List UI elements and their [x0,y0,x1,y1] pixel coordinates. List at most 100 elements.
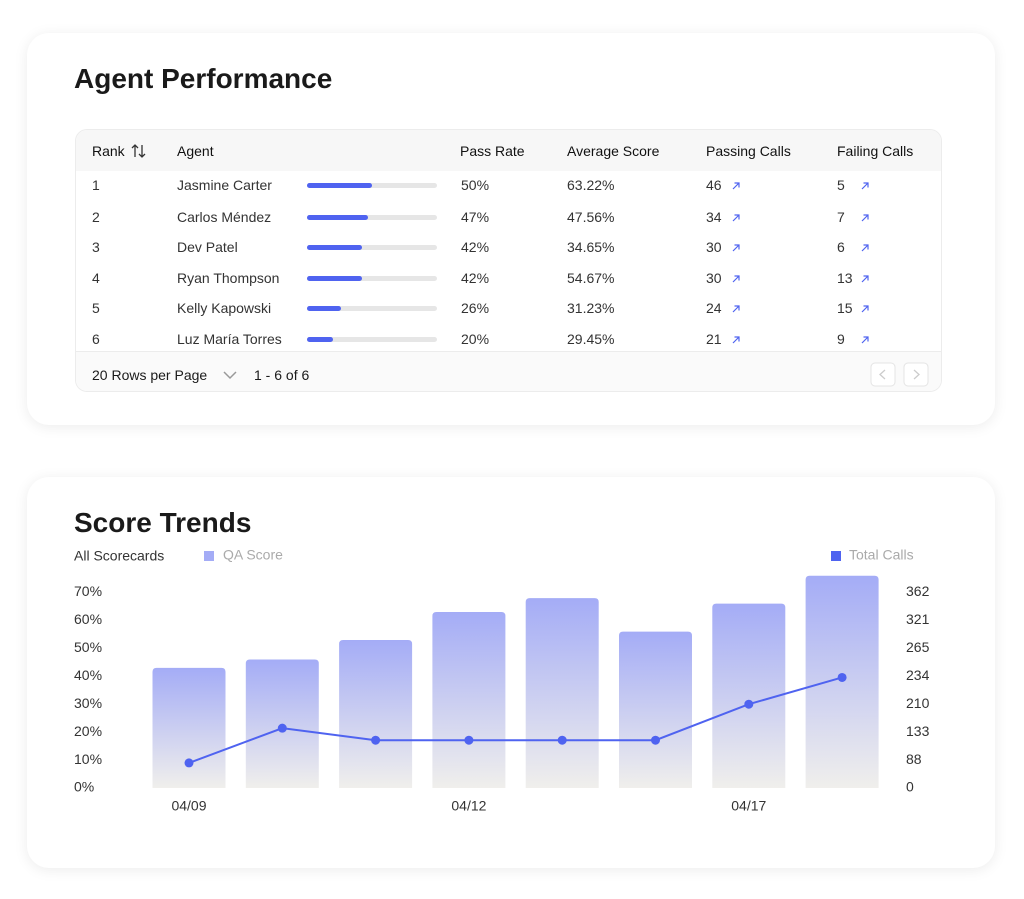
y-tick-label: 50% [74,639,102,655]
rank: 2 [92,209,100,225]
failing-calls: 6 [837,239,845,255]
pass-rate-track [307,183,437,188]
link-icon[interactable] [860,304,870,314]
y-tick-label: 40% [74,667,102,683]
column-header: Rank [92,143,125,159]
column-header: Agent [177,143,214,159]
legend-swatch [204,551,214,561]
page-range: 1 - 6 of 6 [254,367,310,383]
link-icon[interactable] [731,304,741,314]
bar [339,639,413,788]
rows-per-page[interactable]: 20 Rows per Page [92,367,208,383]
average-score: 63.22% [567,177,615,193]
bar [152,667,226,788]
agent-name: Dev Patel [177,239,238,255]
passing-calls: 30 [706,270,722,286]
link-icon[interactable] [731,181,741,191]
link-icon[interactable] [860,181,870,191]
pass-rate: 26% [461,300,490,316]
pass-rate-bar [307,337,333,342]
section-title: Agent Performance [74,63,333,94]
agent-name: Carlos Méndez [177,209,272,225]
filter-label[interactable]: All Scorecards [74,548,164,564]
line-point [744,699,754,709]
column-header: Failing Calls [837,143,914,159]
y-tick-label: 0% [74,779,94,795]
table-footer [76,351,941,391]
link-icon[interactable] [731,243,741,253]
agent-name: Jasmine Carter [177,177,272,193]
pass-rate-bar [307,306,341,311]
link-icon[interactable] [860,213,870,223]
pass-rate-track [307,306,437,311]
average-score: 54.67% [567,270,615,286]
average-score: 34.65% [567,239,615,255]
rank: 3 [92,239,100,255]
line-point [651,735,660,745]
bar [712,603,786,788]
line-point [557,735,567,745]
link-icon[interactable] [731,274,741,284]
next-button[interactable] [903,362,929,387]
y2-tick-label: 265 [906,639,930,655]
x-tick-label: 04/17 [731,798,766,814]
average-score: 31.23% [567,300,615,316]
pass-rate: 42% [461,270,490,286]
passing-calls: 34 [706,209,722,225]
pass-rate-track [307,245,437,250]
link-icon[interactable] [860,243,870,253]
pass-rate: 47% [461,209,490,225]
legend-label: Total Calls [849,547,914,563]
section-title: Score Trends [74,507,252,538]
agent-name: Kelly Kapowski [177,300,272,316]
y2-tick-label: 88 [906,751,922,767]
pass-rate-bar [307,215,369,220]
rank: 6 [92,331,100,347]
pass-rate-track [307,337,437,342]
pass-rate-bar [307,276,362,281]
link-icon[interactable] [860,335,870,345]
line-point [837,672,847,682]
bar [525,598,599,788]
pass-rate: 20% [461,331,490,347]
y-tick-label: 70% [74,583,102,599]
pass-rate-bar [307,183,372,188]
link-icon[interactable] [860,274,870,284]
average-score: 29.45% [567,331,615,347]
y-tick-label: 30% [74,695,102,711]
failing-calls: 13 [837,270,853,286]
rank: 1 [92,177,100,193]
link-icon[interactable] [731,213,741,223]
passing-calls: 24 [706,300,722,316]
passing-calls: 46 [706,177,722,193]
line-point [371,735,381,745]
y2-tick-label: 0 [906,779,914,795]
table [75,129,942,392]
prev-button[interactable] [870,362,896,387]
passing-calls: 30 [706,239,722,255]
y2-tick-label: 133 [906,723,930,739]
column-header: Average Score [567,143,660,159]
line-point [277,723,287,733]
sort-icon[interactable] [131,143,147,159]
failing-calls: 7 [837,209,845,225]
bar [432,612,506,788]
rank: 5 [92,300,100,316]
y2-tick-label: 321 [906,611,930,627]
y-tick-label: 20% [74,723,102,739]
y-tick-label: 60% [74,611,102,627]
rank: 4 [92,270,100,286]
table-header [76,130,941,171]
average-score: 47.56% [567,209,615,225]
link-icon[interactable] [731,335,741,345]
passing-calls: 21 [706,331,722,347]
agent-name: Luz María Torres [177,331,282,347]
failing-calls: 9 [837,331,845,347]
pass-rate-bar [307,245,362,250]
agent-name: Ryan Thompson [177,270,280,286]
pass-rate-track [307,215,437,220]
x-tick-label: 04/09 [171,798,206,814]
line-point [464,735,474,745]
